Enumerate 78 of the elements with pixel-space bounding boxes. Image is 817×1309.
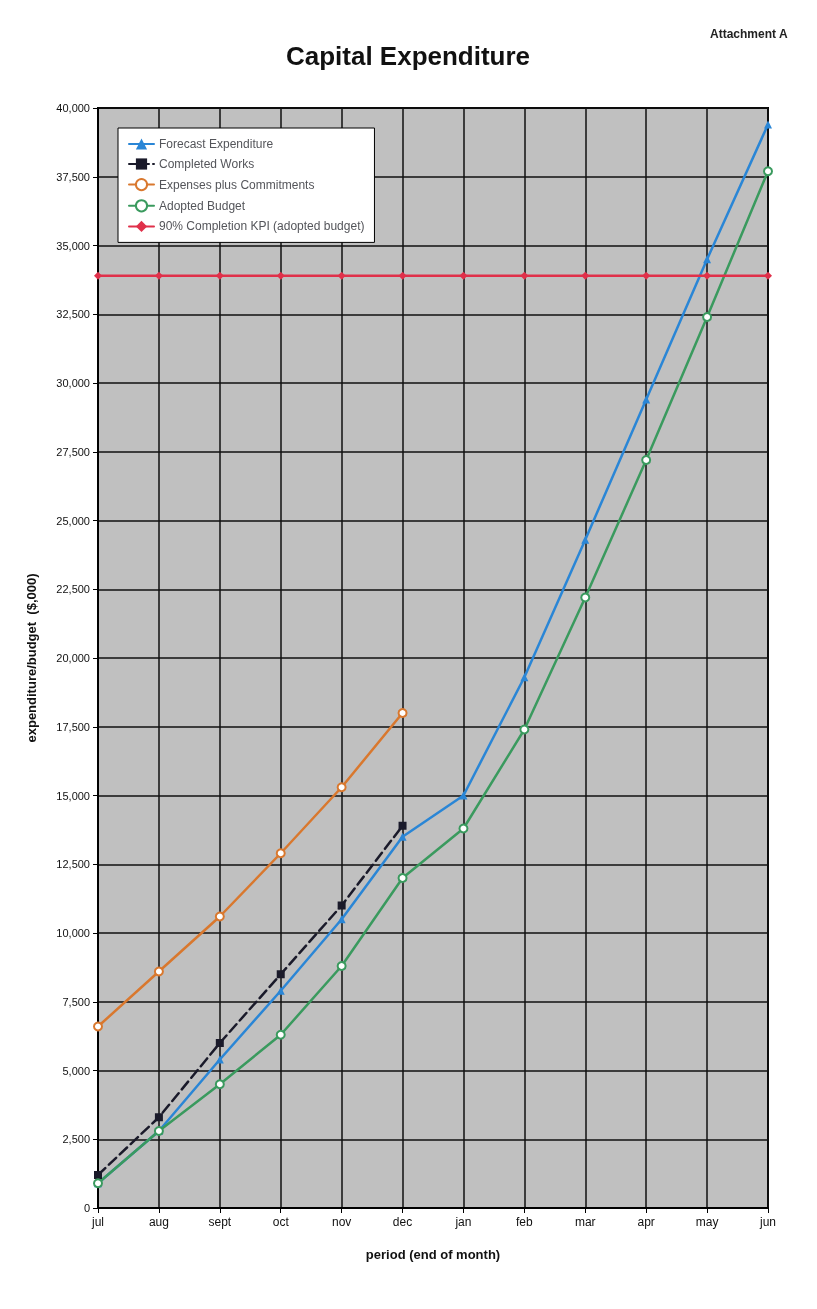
point — [275, 848, 286, 859]
point — [214, 1079, 225, 1090]
x-tick-label: nov — [331, 1215, 352, 1229]
point — [276, 970, 285, 979]
point — [276, 986, 285, 995]
point — [581, 535, 590, 544]
point — [215, 1055, 224, 1064]
point — [397, 873, 408, 883]
y-tick-label: 25,000 — [56, 514, 90, 527]
x-tick-label: jul — [90, 1215, 105, 1229]
x-tick-label: dec — [392, 1215, 413, 1229]
x-tick-label: apr — [637, 1215, 655, 1229]
point — [153, 966, 164, 977]
point — [275, 1029, 286, 1040]
x-tick-label: aug — [148, 1215, 169, 1229]
y-tick-label: 35,000 — [56, 239, 90, 252]
y-tick-label: 32,500 — [56, 308, 90, 321]
text: Attachment A — [709, 27, 788, 41]
point — [641, 455, 652, 465]
x-tick-label: oct — [272, 1215, 290, 1229]
point — [398, 832, 407, 841]
x-tick-label: may — [695, 1215, 719, 1229]
point — [642, 395, 651, 404]
point — [336, 961, 347, 971]
y-tick-label: 2,500 — [62, 1133, 90, 1146]
legend-label: Forecast Expenditure — [159, 137, 274, 151]
point — [702, 312, 713, 322]
y-tick-label: 17,500 — [56, 720, 90, 733]
point — [520, 271, 529, 280]
y-tick-label: 10,000 — [56, 927, 90, 939]
point — [459, 791, 468, 800]
point — [763, 166, 773, 177]
x-tick-label: feb — [516, 1215, 534, 1229]
point — [764, 271, 772, 280]
y-tick-label: 12,500 — [56, 858, 90, 871]
point — [337, 901, 346, 910]
point — [215, 271, 224, 280]
point — [214, 911, 225, 922]
y-tick-label: 0 — [83, 1202, 90, 1214]
point — [154, 1113, 163, 1122]
point — [581, 271, 590, 280]
y-tick-label: 27,500 — [56, 445, 90, 458]
legend-label: 90% Completion KPI (adopted budget) — [159, 219, 365, 234]
x-tick-label: jan — [454, 1215, 472, 1229]
legend-label: Adopted Budget — [159, 198, 246, 213]
point — [397, 708, 408, 718]
legend-label: Expenses plus Commitments — [159, 177, 315, 192]
point — [580, 592, 591, 603]
point — [519, 724, 530, 735]
x-tick-label: jun — [758, 1215, 777, 1229]
point — [703, 255, 712, 264]
y-tick-label: 5,000 — [62, 1064, 90, 1077]
y-tick-label: 7,500 — [62, 995, 90, 1008]
y-axis-title: expenditure/budget ($,000) — [24, 573, 39, 743]
y-tick-label: 22,500 — [56, 583, 90, 596]
y-tick-label: 37,500 — [56, 170, 90, 183]
point — [336, 782, 347, 793]
point — [458, 823, 469, 834]
y-tick-label: 30,000 — [56, 377, 90, 389]
point — [642, 271, 651, 280]
chart-title: Capital Expenditure — [285, 41, 531, 71]
x-tick-label: mar — [574, 1215, 596, 1229]
point — [94, 271, 102, 280]
x-axis-title: period (end of month) — [365, 1247, 501, 1262]
point — [93, 1021, 103, 1032]
legend-label: Completed Works — [159, 157, 255, 171]
y-tick-label: 40,000 — [56, 102, 90, 114]
point — [276, 271, 285, 280]
x-tick-label: sept — [208, 1215, 232, 1229]
y-tick-label: 20,000 — [56, 652, 90, 664]
point — [94, 1171, 102, 1179]
point — [398, 271, 407, 280]
point — [459, 271, 468, 280]
point — [337, 271, 346, 280]
point — [398, 821, 407, 830]
y-tick-label: 15,000 — [56, 789, 90, 802]
point — [215, 1039, 224, 1047]
point — [764, 120, 772, 129]
